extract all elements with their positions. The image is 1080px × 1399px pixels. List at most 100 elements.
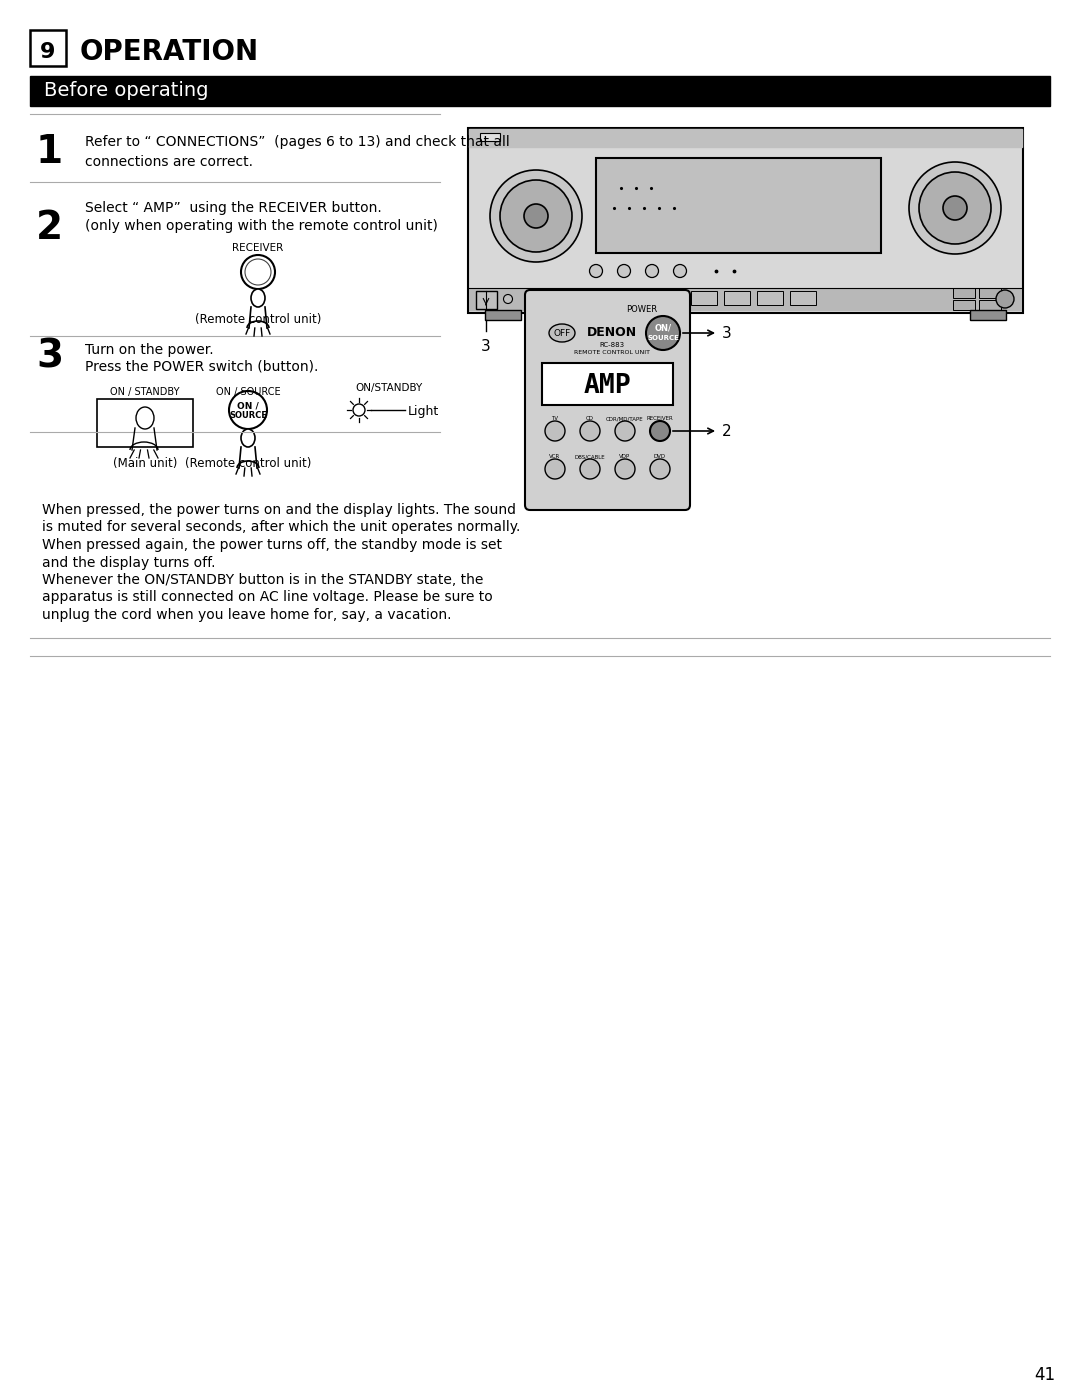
Circle shape (943, 196, 967, 220)
Text: ON/: ON/ (654, 323, 672, 333)
Text: 41: 41 (1035, 1365, 1055, 1384)
Text: connections are correct.: connections are correct. (85, 155, 253, 169)
Text: TV: TV (552, 417, 558, 421)
Text: VCR: VCR (550, 455, 561, 459)
Text: is muted for several seconds, after which the unit operates normally.: is muted for several seconds, after whic… (42, 520, 521, 534)
FancyBboxPatch shape (475, 291, 497, 309)
Text: (Main unit): (Main unit) (112, 457, 177, 470)
Text: ON / STANDBY: ON / STANDBY (110, 388, 179, 397)
Text: Select “ AMP”  using the RECEIVER button.: Select “ AMP” using the RECEIVER button. (85, 201, 381, 215)
Circle shape (646, 264, 659, 277)
Circle shape (545, 421, 565, 441)
FancyBboxPatch shape (30, 29, 66, 66)
Text: and the display turns off.: and the display turns off. (42, 555, 216, 569)
Bar (757, 291, 783, 305)
Text: Before operating: Before operating (44, 81, 208, 101)
Circle shape (580, 421, 600, 441)
Text: DENON: DENON (586, 326, 637, 340)
Bar (691, 291, 717, 305)
Circle shape (618, 264, 631, 277)
Circle shape (615, 421, 635, 441)
Circle shape (646, 316, 680, 350)
Bar (542, 362, 673, 404)
Circle shape (503, 295, 513, 304)
Text: 3: 3 (723, 326, 732, 341)
Text: SOURCE: SOURCE (647, 334, 679, 341)
Bar (480, 133, 500, 141)
Bar (953, 299, 975, 311)
Text: DVD: DVD (653, 455, 666, 459)
Text: AMP: AMP (583, 374, 631, 399)
Text: Whenever the ON/STANDBY button is in the STANDBY state, the: Whenever the ON/STANDBY button is in the… (42, 574, 484, 588)
Text: Press the POWER switch (button).: Press the POWER switch (button). (85, 360, 319, 374)
Text: 2: 2 (723, 424, 731, 439)
Text: 2: 2 (36, 208, 63, 248)
Bar (724, 291, 750, 305)
FancyBboxPatch shape (525, 290, 690, 511)
Bar (625, 291, 651, 305)
Bar (970, 311, 1005, 320)
Bar (953, 288, 975, 298)
Text: RC-883: RC-883 (599, 341, 624, 348)
Text: 3: 3 (481, 339, 491, 354)
Circle shape (545, 459, 565, 478)
Text: ON / SOURCE: ON / SOURCE (216, 388, 281, 397)
Text: ON /: ON / (238, 402, 259, 410)
Bar (469, 129, 1022, 147)
Bar (658, 291, 684, 305)
Ellipse shape (549, 325, 575, 341)
Text: VDP: VDP (619, 455, 631, 459)
Ellipse shape (241, 429, 255, 448)
Text: CDR/MD/TAPE: CDR/MD/TAPE (606, 417, 644, 421)
Circle shape (996, 290, 1014, 308)
Bar (596, 158, 881, 253)
Bar (978, 288, 1001, 298)
Circle shape (650, 421, 670, 441)
Ellipse shape (251, 290, 265, 306)
Ellipse shape (136, 407, 154, 429)
Text: When pressed, the power turns on and the display lights. The sound: When pressed, the power turns on and the… (42, 504, 516, 518)
Text: (Remote control unit): (Remote control unit) (194, 313, 321, 326)
Circle shape (615, 459, 635, 478)
Circle shape (919, 172, 991, 243)
Text: RECEIVER: RECEIVER (232, 243, 284, 253)
FancyBboxPatch shape (468, 127, 1023, 313)
Text: REMOTE CONTROL UNIT: REMOTE CONTROL UNIT (573, 350, 650, 354)
Circle shape (500, 180, 572, 252)
Text: POWER: POWER (626, 305, 657, 313)
Text: 9: 9 (40, 42, 56, 62)
Bar (30, 76, 1050, 106)
Circle shape (909, 162, 1001, 255)
Circle shape (650, 459, 670, 478)
Bar (789, 291, 816, 305)
Text: Refer to “ CONNECTIONS”  (pages 6 to 13) and check that all: Refer to “ CONNECTIONS” (pages 6 to 13) … (85, 134, 510, 150)
Bar (485, 311, 521, 320)
Text: OFF: OFF (553, 329, 570, 337)
Bar (526, 291, 552, 305)
Circle shape (590, 264, 603, 277)
Text: CD: CD (586, 417, 594, 421)
Circle shape (674, 264, 687, 277)
Text: unplug the cord when you leave home for, say, a vacation.: unplug the cord when you leave home for,… (42, 609, 451, 623)
Circle shape (490, 171, 582, 262)
FancyBboxPatch shape (97, 399, 193, 448)
Text: SOURCE: SOURCE (229, 411, 267, 421)
Text: When pressed again, the power turns off, the standby mode is set: When pressed again, the power turns off,… (42, 539, 502, 553)
Text: RECEIVER: RECEIVER (647, 417, 673, 421)
Text: 3: 3 (36, 337, 63, 375)
Text: Light: Light (408, 406, 440, 418)
Text: Turn on the power.: Turn on the power. (85, 343, 214, 357)
Text: DBS/CABLE: DBS/CABLE (575, 455, 605, 459)
Bar (469, 288, 1022, 311)
Bar (978, 299, 1001, 311)
Text: 1: 1 (36, 133, 63, 171)
Bar (559, 291, 585, 305)
Bar (592, 291, 618, 305)
Text: OPERATION: OPERATION (80, 38, 259, 66)
Text: (Remote control unit): (Remote control unit) (185, 457, 311, 470)
Circle shape (580, 459, 600, 478)
Text: (only when operating with the remote control unit): (only when operating with the remote con… (85, 220, 437, 234)
Text: apparatus is still connected on AC line voltage. Please be sure to: apparatus is still connected on AC line … (42, 590, 492, 604)
Circle shape (524, 204, 548, 228)
Text: ON/STANDBY: ON/STANDBY (355, 383, 422, 393)
